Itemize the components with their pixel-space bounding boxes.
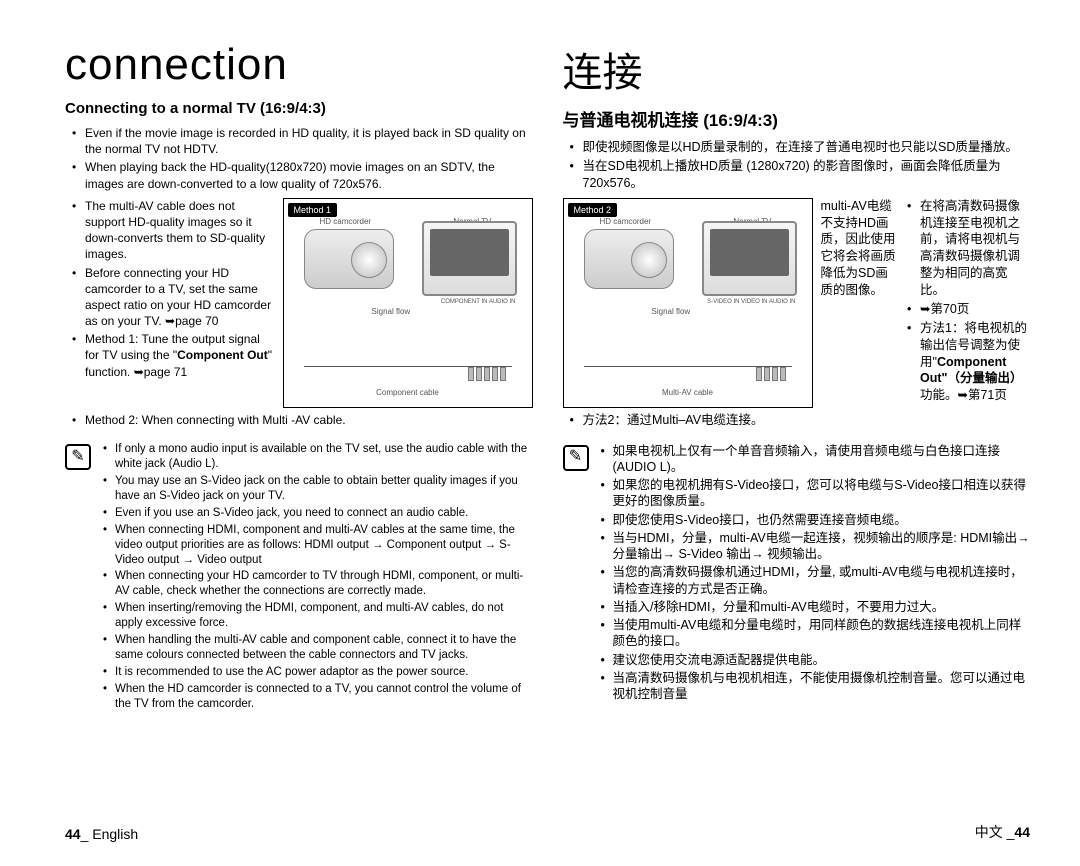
intro-bullets-en: Even if the movie image is recorded in H… xyxy=(65,125,533,194)
note-box-en: ✎ If only a mono audio input is availabl… xyxy=(65,442,533,714)
note-item: When inserting/removing the HDMI, compon… xyxy=(115,601,533,631)
bullet: Before connecting your HD camcorder to a… xyxy=(85,265,533,330)
note-item: When handling the multi-AV cable and com… xyxy=(115,633,533,663)
page-number: 44 xyxy=(1014,824,1030,840)
footer-lang: _ English xyxy=(81,826,139,842)
note-item: 当使用multi-AV电缆和分量电缆时，用同样颜色的数据线连接电视机上同样颜色的… xyxy=(613,617,1031,650)
note-item: 如果电视机上仅有一个单音音频输入，请使用音频电缆与白色接口连接(AUDIO L)… xyxy=(613,443,1031,476)
bullet: When playing back the HD-quality(1280x72… xyxy=(85,159,533,191)
text-figure-wrap-zh: 在将高清数码摄像机连接至电视机之前，请将电视机与高清数码摄像机调整为相同的高宽比… xyxy=(563,198,1031,431)
note-item: 当高清数码摄像机与电视机相连，不能使用摄像机控制音量。您可以通过电视机控制音量 xyxy=(613,670,1031,703)
note-item: 当与HDMI，分量，multi-AV电缆一起连接，视频输出的顺序是: HDMI输… xyxy=(613,530,1031,563)
wrapped-bullets-zh: multi-AV电缆不支持HD画质，因此使用它将会将画质降低为SD画质的图像。 xyxy=(563,198,1031,299)
note-item: 当插入/移除HDMI，分量和multi-AV电缆时，不要用力过大。 xyxy=(613,599,1031,615)
note-bullets-zh: 如果电视机上仅有一个单音音频输入，请使用音频电缆与白色接口连接(AUDIO L)… xyxy=(599,443,1031,705)
page-number: 44 xyxy=(65,826,81,842)
bullet: multi-AV电缆不支持HD画质，因此使用它将会将画质降低为SD画质的图像。 xyxy=(583,198,1031,299)
note-item: If only a mono audio input is available … xyxy=(115,442,533,472)
bullet: 即使视频图像是以HD质量录制的，在连接了普通电视时也只能以SD质量播放。 xyxy=(583,139,1031,156)
section-title-zh: 连接 xyxy=(563,40,1031,98)
note-bullets-en: If only a mono audio input is available … xyxy=(101,442,533,714)
fig-label: Signal flow xyxy=(652,307,691,316)
page-spread: connection Connecting to a normal TV (16… xyxy=(65,40,1030,836)
subtitle-en: Connecting to a normal TV (16:9/4:3) xyxy=(65,100,533,117)
bullet: ➥第70页 xyxy=(920,301,1030,318)
left-column: connection Connecting to a normal TV (16… xyxy=(65,40,533,836)
note-item: Even if you use an S-Video jack, you nee… xyxy=(115,506,533,521)
note-box-zh: ✎ 如果电视机上仅有一个单音音频输入，请使用音频电缆与白色接口连接(AUDIO … xyxy=(563,443,1031,705)
bullet: Method 1: Tune the output signal for TV … xyxy=(85,331,533,380)
fig-label: Multi-AV cable xyxy=(564,388,812,397)
bullet: The multi-AV cable does not support HD-q… xyxy=(85,198,533,263)
note-item: 当您的高清数码摄像机通过HDMI，分量, 或multi-AV电缆与电视机连接时，… xyxy=(613,564,1031,597)
after-fig-bullets-zh: 方法2：通过Multi–AV电缆连接。 xyxy=(563,412,1031,429)
right-column: 连接 与普通电视机连接 (16:9/4:3) 即使视频图像是以HD质量录制的，在… xyxy=(563,40,1031,836)
note-item: 如果您的电视机拥有S-Video接口，您可以将电缆与S-Video接口相连以获得… xyxy=(613,477,1031,510)
subtitle-zh: 与普通电视机连接 (16:9/4:3) xyxy=(563,106,1031,131)
note-icon: ✎ xyxy=(563,445,589,471)
intro-bullets-zh: 即使视频图像是以HD质量录制的，在连接了普通电视时也只能以SD质量播放。 当在S… xyxy=(563,139,1031,194)
bullet: 当在SD电视机上播放HD质量 (1280x720) 的影音图像时，画面会降低质量… xyxy=(583,158,1031,192)
note-item: 即使您使用S-Video接口，也仍然需要连接音频电缆。 xyxy=(613,512,1031,528)
note-item: It is recommended to use the AC power ad… xyxy=(115,665,533,680)
fig-label: S-VIDEO IN VIDEO IN AUDIO IN xyxy=(707,299,795,305)
plug-group xyxy=(756,367,786,381)
bullet: 方法1：将电视机的输出信号调整为使用"Component Out"（分量输出）功… xyxy=(920,320,1030,404)
note-icon: ✎ xyxy=(65,444,91,470)
footer-left: 44_ English xyxy=(65,826,138,842)
bullet: Method 2: When connecting with Multi -AV… xyxy=(85,412,533,428)
footer-right: 中文 _44 xyxy=(975,822,1030,842)
bullet: 方法2：通过Multi–AV电缆连接。 xyxy=(583,412,1031,429)
text-figure-wrap-en: Method 1 HD camcorder Normal TV COMPONEN… xyxy=(65,198,533,430)
section-title-en: connection xyxy=(65,40,533,90)
note-item: 建议您使用交流电源适配器提供电能。 xyxy=(613,652,1031,668)
note-item: When the HD camcorder is connected to a … xyxy=(115,682,533,712)
bullet: Even if the movie image is recorded in H… xyxy=(85,125,533,157)
note-item: You may use an S-Video jack on the cable… xyxy=(115,474,533,504)
footer-lang: 中文 _ xyxy=(975,824,1015,840)
note-item: When connecting HDMI, component and mult… xyxy=(115,523,533,568)
fig-label: Component cable xyxy=(284,388,532,397)
note-item: When connecting your HD camcorder to TV … xyxy=(115,569,533,599)
